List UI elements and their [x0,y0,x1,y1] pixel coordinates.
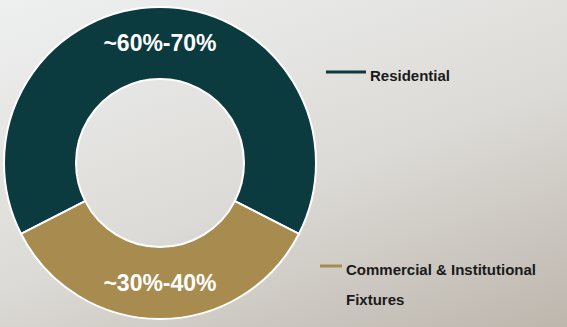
svg-text:~30%-40%: ~30%-40% [103,270,216,296]
html-text:Residential: Residential [370,67,450,84]
html-text:Commercial & Institutional Fix: Commercial & Institutional Fixtures [346,261,536,308]
svg-text:~60%-70%: ~60%-70% [103,30,216,56]
